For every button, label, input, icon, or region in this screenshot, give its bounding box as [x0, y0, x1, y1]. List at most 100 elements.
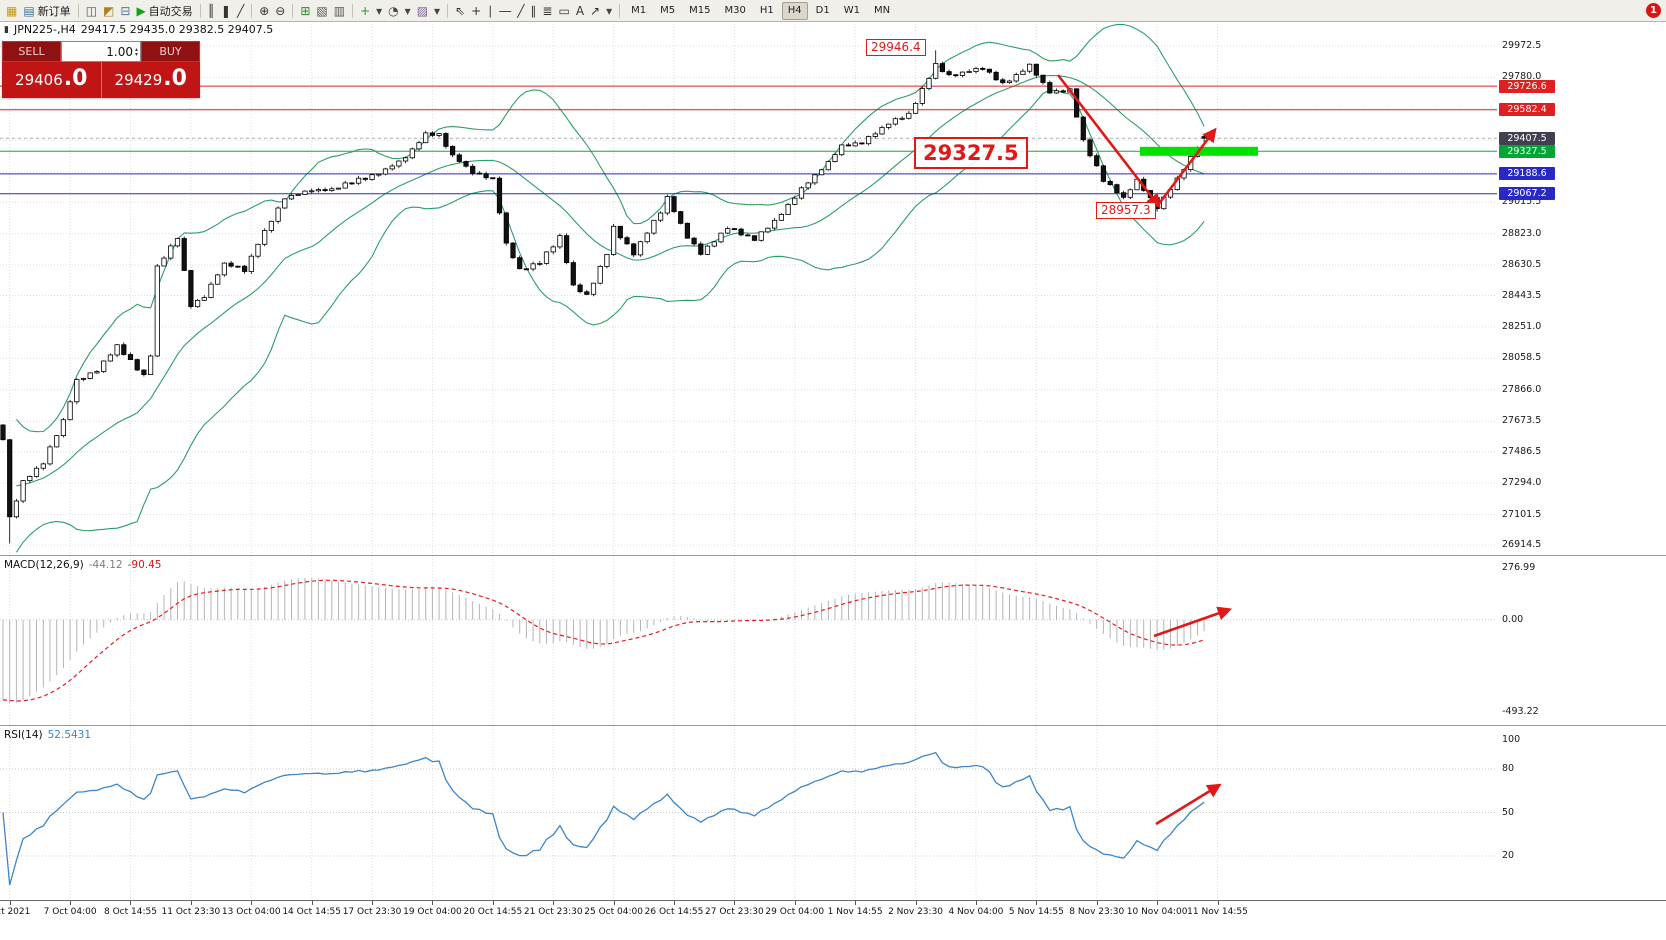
- notifications-badge[interactable]: 1: [1646, 3, 1661, 18]
- candlestick-mini-icon: ▮: [4, 24, 9, 35]
- line-chart-icon[interactable]: ╱: [234, 2, 247, 20]
- terminal-icon: ▦: [6, 3, 18, 18]
- toolbar-separator: [619, 3, 621, 18]
- indicators-dropdown[interactable]: ▾: [373, 2, 385, 20]
- macd-main-value: -44.12: [88, 559, 123, 571]
- rsi-label: RSI(14) 52.5431: [4, 729, 91, 741]
- volume-field[interactable]: 1.00 ▴ ▾: [61, 41, 141, 62]
- time-axis-tick: [190, 901, 192, 905]
- shapes-icon[interactable]: ▭: [555, 2, 572, 20]
- sell-price[interactable]: 29406.0: [2, 62, 102, 98]
- periods-dropdown[interactable]: ▾: [402, 2, 414, 20]
- vertical-line-icon[interactable]: ∣: [484, 2, 496, 20]
- vertical-line-icon: ∣: [487, 3, 494, 18]
- price-axis-label: 29972.5: [1502, 40, 1542, 51]
- arrange-windows-icon: ▥: [333, 3, 346, 18]
- strategy-tester-icon[interactable]: ⊟: [117, 2, 133, 20]
- price-axis-label: 28058.5: [1502, 352, 1542, 364]
- cascade-windows-icon[interactable]: ▧: [313, 2, 330, 20]
- timeframe-h1[interactable]: H1: [759, 5, 774, 16]
- indicators-dropdown: ▾: [376, 3, 383, 18]
- drawings-dropdown[interactable]: ▾: [603, 2, 615, 20]
- horizontal-line-icon[interactable]: ―: [496, 2, 514, 20]
- new-chart-icon[interactable]: ◫: [83, 2, 100, 20]
- volume-spinner[interactable]: ▴ ▾: [134, 45, 138, 58]
- volume-up-arrow[interactable]: ▴: [134, 45, 138, 53]
- shapes-icon: ▭: [558, 3, 570, 18]
- indicators-icon[interactable]: +: [357, 2, 373, 20]
- toolbar-separator: [352, 3, 354, 18]
- periods-dropdown: ▾: [404, 3, 411, 18]
- crosshair-icon[interactable]: +: [468, 2, 484, 20]
- timeframe-m30[interactable]: M30: [724, 5, 746, 16]
- profiles-icon: ◩: [103, 3, 115, 18]
- time-axis-label: 2 Nov 23:30: [888, 907, 944, 917]
- auto-trading-button[interactable]: ▶ 自动交易: [133, 2, 195, 20]
- volume-value[interactable]: 1.00: [106, 44, 133, 59]
- buy-button[interactable]: BUY: [141, 41, 200, 62]
- time-axis-tick: [915, 901, 917, 905]
- bar-chart-icon[interactable]: ║: [205, 2, 218, 20]
- price-chart[interactable]: [0, 21, 1497, 555]
- timeframe-m15[interactable]: M15: [689, 5, 711, 16]
- zoom-in-icon[interactable]: ⊕: [256, 2, 272, 20]
- time-axis-label: 8 Nov 23:30: [1069, 907, 1125, 917]
- timeframe-h4[interactable]: H4: [781, 1, 808, 20]
- price-axis-label: 27294.0: [1502, 477, 1542, 489]
- text-icon[interactable]: A: [573, 2, 587, 20]
- price-axis-label: 29780.0: [1502, 71, 1542, 83]
- channel-icon: ∥: [530, 3, 537, 18]
- toolbar: ▦ ▤ 新订单 ◫ ◩ ⊟ ▶ 自动交易 ║ ❚ ╱ ⊕ ⊖ ⊞ ▧ ▥ + ▾ ◔ ▾ ▨ ▾ ⇖ + ∣ ― ╱ ∥ ≣ ▭ A ↗ ▾ M1…: [0, 0, 1666, 22]
- time-axis-tick: [251, 901, 253, 905]
- key-level-callout: 29327.5: [914, 137, 1028, 169]
- auto-trading-button: ▶: [136, 3, 146, 18]
- one-click-trading-panel: SELL 1.00 ▴ ▾ BUY 29406.0 29429.0: [2, 41, 200, 98]
- templates-dropdown[interactable]: ▾: [431, 2, 443, 20]
- time-axis-label: 13 Oct 04:00: [221, 907, 281, 917]
- periods-icon[interactable]: ◔: [385, 2, 401, 20]
- level-price-box: 29726.6: [1499, 79, 1555, 93]
- tile-windows-icon[interactable]: ⊞: [297, 2, 313, 20]
- volume-down-arrow[interactable]: ▾: [134, 50, 138, 58]
- time-axis[interactable]: Oct 2021 7 Oct 04:00 8 Oct 14:55 11 Oct 23:…: [0, 900, 1666, 923]
- timeframe-w1[interactable]: W1: [843, 5, 860, 16]
- channel-icon[interactable]: ∥: [527, 2, 539, 20]
- time-axis-label: 27 Oct 23:30: [705, 907, 764, 917]
- timeframe-m5[interactable]: M5: [660, 5, 676, 16]
- macd-axis-label: 276.99: [1502, 562, 1536, 573]
- time-axis-label: 17 Oct 23:30: [342, 907, 402, 917]
- trendline-icon: ╱: [517, 3, 525, 18]
- rsi-chart[interactable]: [0, 726, 1497, 901]
- time-axis-tick: [1036, 901, 1038, 905]
- arrows-tool-icon[interactable]: ↗: [587, 2, 603, 20]
- fibonacci-icon[interactable]: ≣: [539, 2, 555, 20]
- buy-price[interactable]: 29429.0: [102, 62, 201, 98]
- zoom-out-icon[interactable]: ⊖: [272, 2, 288, 20]
- buy-price-frac: .0: [163, 66, 187, 91]
- price-axis-label: 28823.0: [1502, 227, 1542, 239]
- trendline-icon[interactable]: ╱: [514, 2, 527, 20]
- toolbar-separator: [251, 3, 253, 18]
- strategy-tester-icon: ⊟: [120, 3, 131, 18]
- main-chart-panel: ▮ JPN225-,H4 29417.5 29435.0 29382.5 294…: [0, 21, 1666, 555]
- profiles-icon[interactable]: ◩: [100, 2, 117, 20]
- rsi-value: 52.5431: [47, 729, 92, 741]
- timeframe-mn[interactable]: MN: [873, 5, 891, 16]
- terminal-icon[interactable]: ▦: [3, 2, 20, 20]
- sell-button[interactable]: SELL: [2, 41, 61, 62]
- time-axis-tick: [975, 901, 977, 905]
- new-order-button[interactable]: ▤ 新订单: [20, 2, 73, 20]
- templates-icon[interactable]: ▨: [414, 2, 431, 20]
- cursor-icon[interactable]: ⇖: [452, 2, 468, 20]
- rsi-axis-label: 80: [1502, 763, 1515, 774]
- indicators-icon: +: [360, 3, 371, 18]
- timeframe-d1[interactable]: D1: [815, 5, 830, 16]
- time-axis-tick: [372, 901, 374, 905]
- arrange-windows-icon[interactable]: ▥: [331, 2, 348, 20]
- time-axis-tick: [794, 901, 796, 905]
- timeframe-m1[interactable]: M1: [631, 5, 647, 16]
- macd-axis-label: -493.22: [1502, 706, 1539, 717]
- time-axis-tick: [432, 901, 434, 905]
- macd-chart[interactable]: [0, 556, 1497, 726]
- candlestick-chart-icon[interactable]: ❚: [218, 2, 234, 20]
